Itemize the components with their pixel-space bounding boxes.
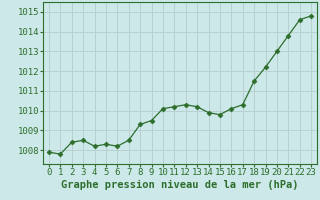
X-axis label: Graphe pression niveau de la mer (hPa): Graphe pression niveau de la mer (hPa) [61,180,299,190]
